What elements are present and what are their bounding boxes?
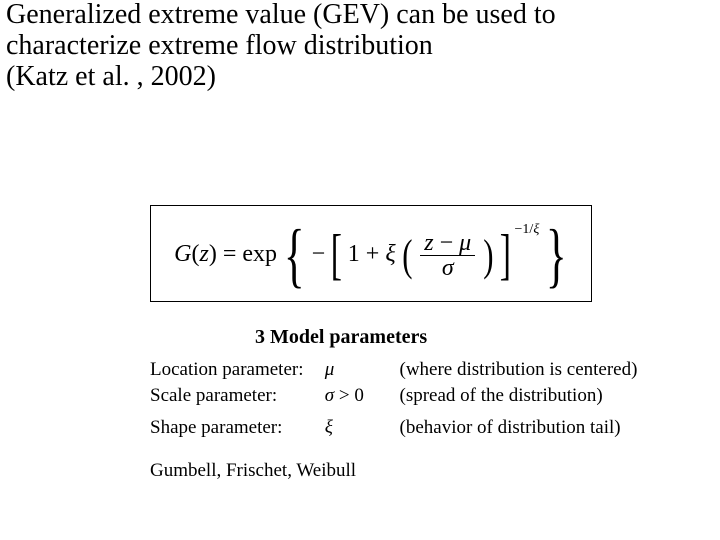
formula-lhs-arg: z bbox=[199, 241, 208, 267]
param-label: Location parameter: bbox=[150, 359, 320, 381]
frac-num-mu: μ bbox=[459, 230, 471, 256]
frac-num-z: z bbox=[424, 230, 433, 256]
title-line-2: characterize extreme flow distribution bbox=[6, 30, 433, 61]
title-line-1: Generalized extreme value (GEV) can be u… bbox=[6, 0, 556, 30]
param-label: Scale parameter: bbox=[150, 385, 320, 407]
distributions-list: Gumbell, Frischet, Weibull bbox=[150, 460, 356, 482]
gev-formula-box: G(z) = exp { − [ 1 + ξ ( z − μ σ ) ] bbox=[150, 205, 592, 302]
param-symbol: σ > 0 bbox=[325, 385, 395, 407]
slide: Generalized extreme value (GEV) can be u… bbox=[0, 0, 720, 540]
title-line-3: (Katz et al. , 2002) bbox=[6, 61, 216, 92]
formula-xi: ξ bbox=[385, 241, 395, 267]
formula-lhs-func: G bbox=[174, 241, 191, 267]
formula-fraction: z − μ σ bbox=[420, 231, 475, 280]
parameters-table: Location parameter: μ (where distributio… bbox=[150, 358, 637, 442]
brace-open-icon: { bbox=[284, 227, 305, 285]
param-row-location: Location parameter: μ (where distributio… bbox=[150, 358, 637, 384]
param-symbol: ξ bbox=[325, 417, 395, 439]
param-label: Shape parameter: bbox=[150, 417, 320, 439]
paren-close-icon: ) bbox=[483, 238, 493, 273]
parameters-header: 3 Model parameters bbox=[255, 326, 427, 349]
brace-close-icon: } bbox=[546, 227, 567, 285]
bracket-close-icon: ] bbox=[500, 233, 511, 278]
bracket-open-icon: [ bbox=[331, 233, 342, 278]
formula-exponent: −1/ξ bbox=[515, 222, 540, 237]
gev-formula: G(z) = exp { − [ 1 + ξ ( z − μ σ ) ] bbox=[174, 222, 568, 284]
frac-den-sigma: σ bbox=[442, 255, 454, 281]
formula-one: 1 bbox=[348, 241, 360, 267]
param-desc: (behavior of distribution tail) bbox=[400, 417, 621, 439]
param-symbol: μ bbox=[325, 359, 395, 381]
param-row-shape: Shape parameter: ξ (behavior of distribu… bbox=[150, 416, 637, 442]
frac-num-minus: − bbox=[440, 230, 454, 256]
param-desc: (where distribution is centered) bbox=[400, 359, 638, 381]
paren-open-icon: ( bbox=[402, 238, 412, 273]
param-desc: (spread of the distribution) bbox=[400, 385, 603, 407]
slide-title: Generalized extreme value (GEV) can be u… bbox=[6, 0, 706, 92]
param-row-scale: Scale parameter: σ > 0 (spread of the di… bbox=[150, 384, 637, 410]
formula-plus: + bbox=[366, 241, 380, 267]
formula-exp: exp bbox=[242, 241, 277, 267]
